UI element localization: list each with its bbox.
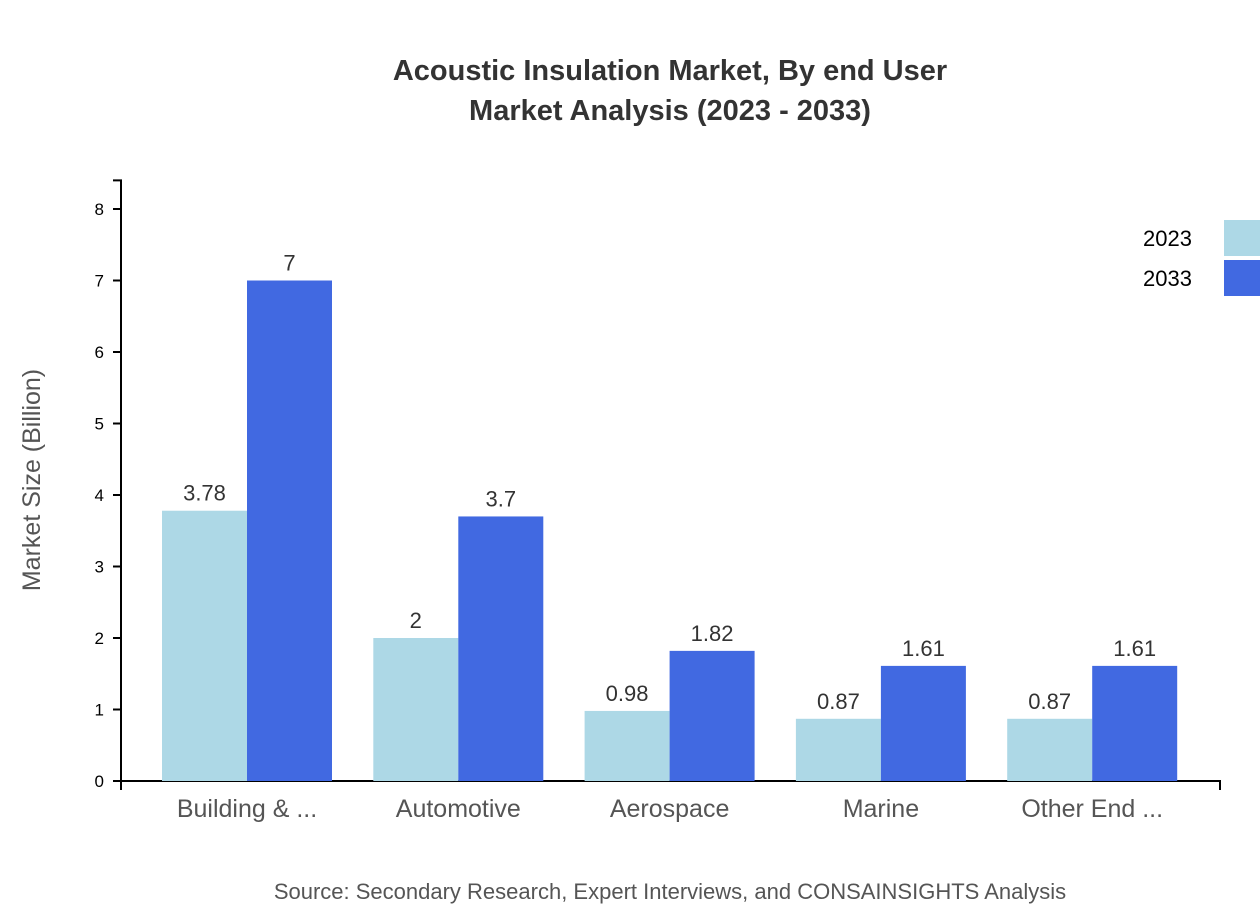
y-tick-label: 8: [95, 200, 104, 219]
y-tick-label: 5: [95, 415, 104, 434]
source-note: Source: Secondary Research, Expert Inter…: [274, 879, 1066, 904]
legend-label: 2023: [1143, 226, 1192, 251]
data-label: 0.98: [606, 681, 649, 706]
y-tick-label: 2: [95, 629, 104, 648]
chart-title-line-2: Market Analysis (2023 - 2033): [469, 95, 871, 127]
y-axis-line: [113, 179, 122, 782]
y-tick-label: 1: [95, 701, 104, 720]
bar-2023: [584, 710, 670, 781]
data-label: 1.61: [902, 636, 945, 661]
y-tick-label: 3: [95, 558, 104, 577]
x-tick-label: Automotive: [396, 795, 521, 823]
x-axis-line: [120, 780, 1221, 790]
data-label: 1.82: [691, 621, 734, 646]
data-label: 3.78: [183, 481, 226, 506]
plot-area: 0 1 2 3 4 5 6 7 8 Building & ... 3.78 7 Automotive 2 3…: [95, 179, 1260, 823]
x-tick-label: Marine: [843, 795, 919, 823]
data-label: 7: [283, 251, 295, 276]
bar-2033: [247, 280, 332, 781]
data-label: 0.87: [817, 689, 860, 714]
data-label: 3.7: [486, 486, 517, 511]
y-tick-label: 6: [95, 343, 104, 362]
y-tick-label: 0: [95, 772, 104, 791]
x-tick-label: Other End ...: [1021, 795, 1163, 823]
bar-2033: [1092, 665, 1178, 781]
data-label: 0.87: [1028, 689, 1071, 714]
bar-2033: [669, 650, 755, 781]
bar-2033: [880, 665, 966, 781]
bar-2033: [458, 516, 544, 781]
x-tick-label: Building & ...: [177, 795, 317, 823]
data-label: 2: [410, 608, 422, 633]
y-axis-label: Market Size (Billion): [18, 369, 46, 591]
data-label: 1.61: [1113, 636, 1156, 661]
x-tick-label: Aerospace: [610, 795, 730, 823]
bar-2023: [795, 718, 881, 781]
legend-label: 2033: [1143, 266, 1192, 291]
legend-swatch: [1224, 260, 1260, 296]
y-tick-label: 7: [95, 272, 104, 291]
y-tick-label: 4: [95, 486, 104, 505]
bar-2023: [1007, 718, 1093, 781]
chart-title-line-1: Acoustic Insulation Market, By end User: [393, 55, 947, 87]
bar-2023: [162, 510, 247, 781]
bar-2023: [373, 638, 459, 781]
legend-swatch: [1224, 220, 1260, 256]
